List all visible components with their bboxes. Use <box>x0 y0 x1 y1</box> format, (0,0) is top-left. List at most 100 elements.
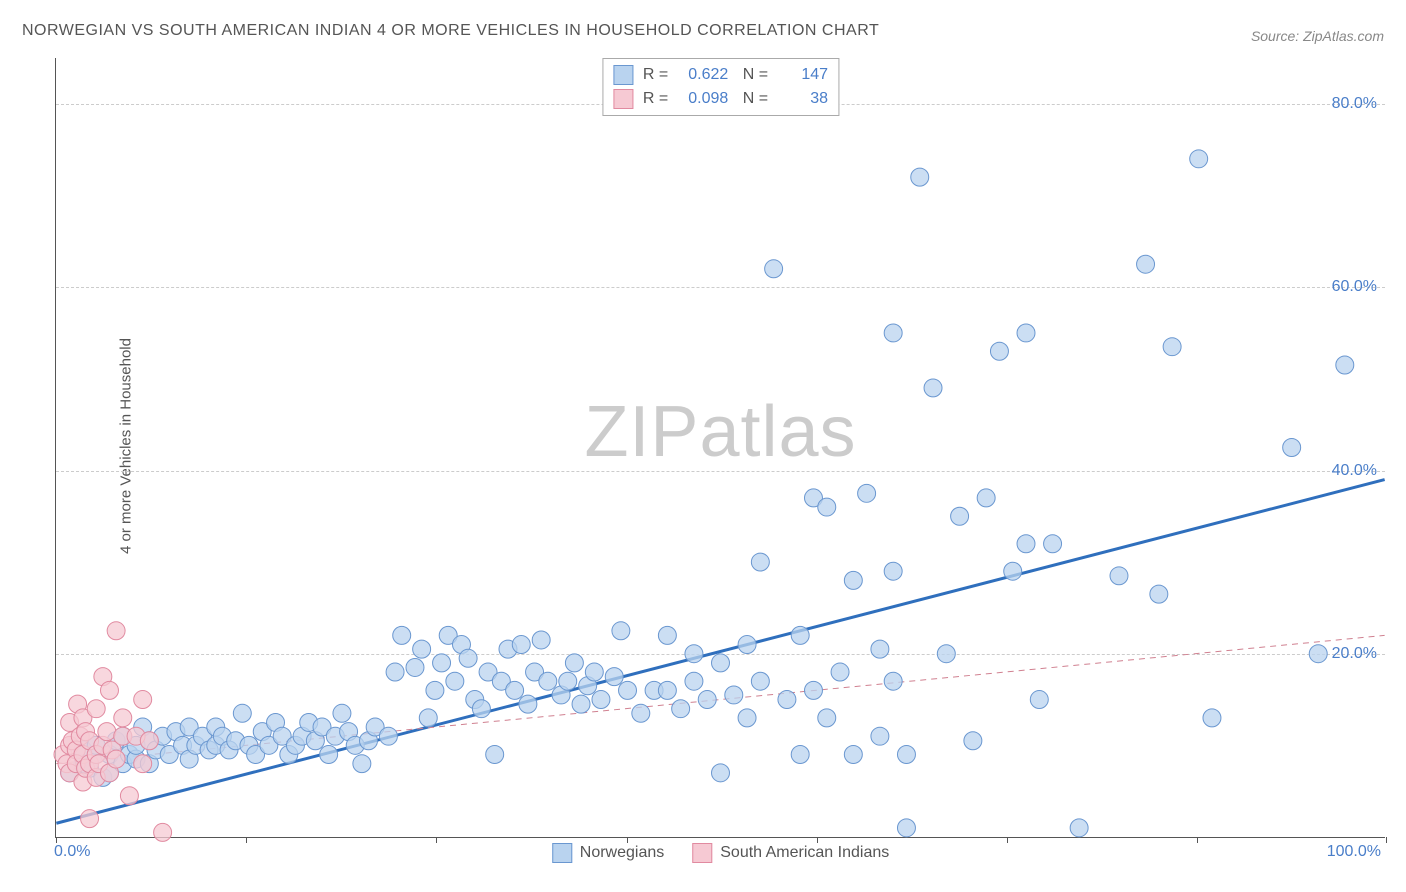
data-point <box>512 636 530 654</box>
data-point <box>924 379 942 397</box>
data-point <box>154 823 172 841</box>
data-point <box>897 746 915 764</box>
data-point <box>632 704 650 722</box>
data-point <box>433 654 451 672</box>
data-point <box>413 640 431 658</box>
x-tick-mark <box>817 837 818 843</box>
data-point <box>738 636 756 654</box>
data-point <box>1017 535 1035 553</box>
data-point <box>1203 709 1221 727</box>
data-point <box>990 342 1008 360</box>
data-point <box>506 681 524 699</box>
data-point <box>844 571 862 589</box>
r-value-sai: 0.098 <box>678 90 728 108</box>
data-point <box>1030 691 1048 709</box>
data-point <box>871 727 889 745</box>
data-point <box>134 691 152 709</box>
x-tick-label: 100.0% <box>1327 843 1381 861</box>
swatch-sai-btm <box>692 843 712 863</box>
source-attribution: Source: ZipAtlas.com <box>1251 28 1384 44</box>
data-point <box>951 507 969 525</box>
data-point <box>791 626 809 644</box>
data-point <box>565 654 583 672</box>
scatter-svg <box>56 58 1385 837</box>
data-point <box>107 750 125 768</box>
x-tick-label: 0.0% <box>54 843 90 861</box>
data-point <box>1044 535 1062 553</box>
x-tick-mark <box>1007 837 1008 843</box>
n-label: N = <box>738 66 768 84</box>
data-point <box>778 691 796 709</box>
n-value-sai: 38 <box>778 90 828 108</box>
data-point <box>765 260 783 278</box>
data-point <box>685 645 703 663</box>
data-point <box>685 672 703 690</box>
data-point <box>592 691 610 709</box>
data-point <box>120 787 138 805</box>
data-point <box>897 819 915 837</box>
data-point <box>804 681 822 699</box>
data-point <box>884 324 902 342</box>
data-point <box>1070 819 1088 837</box>
swatch-norwegians <box>613 65 633 85</box>
data-point <box>871 640 889 658</box>
data-point <box>134 755 152 773</box>
data-point <box>1283 439 1301 457</box>
chart-title: NORWEGIAN VS SOUTH AMERICAN INDIAN 4 OR … <box>22 22 879 40</box>
data-point <box>386 663 404 681</box>
legend-row-norwegians: R = 0.622 N = 147 <box>613 63 828 87</box>
data-point <box>519 695 537 713</box>
x-tick-mark <box>1386 837 1387 843</box>
y-tick-label: 20.0% <box>1332 645 1377 663</box>
data-point <box>446 672 464 690</box>
data-point <box>818 498 836 516</box>
data-point <box>1004 562 1022 580</box>
data-point <box>658 681 676 699</box>
data-point <box>333 704 351 722</box>
data-point <box>81 810 99 828</box>
data-point <box>532 631 550 649</box>
data-point <box>619 681 637 699</box>
data-point <box>1190 150 1208 168</box>
data-point <box>712 764 730 782</box>
data-point <box>107 622 125 640</box>
data-point <box>658 626 676 644</box>
legend-item-sai: South American Indians <box>692 843 889 863</box>
data-point <box>140 732 158 750</box>
legend-label-norwegians: Norwegians <box>580 844 664 862</box>
y-tick-label: 60.0% <box>1332 278 1377 296</box>
data-point <box>87 700 105 718</box>
data-point <box>977 489 995 507</box>
legend-label-sai: South American Indians <box>720 844 889 862</box>
n-value-norwegians: 147 <box>778 66 828 84</box>
data-point <box>791 746 809 764</box>
data-point <box>605 668 623 686</box>
data-point <box>1137 255 1155 273</box>
x-tick-mark <box>436 837 437 843</box>
data-point <box>393 626 411 644</box>
data-point <box>818 709 836 727</box>
data-point <box>831 663 849 681</box>
data-point <box>1150 585 1168 603</box>
data-point <box>1309 645 1327 663</box>
swatch-sai <box>613 89 633 109</box>
data-point <box>751 553 769 571</box>
data-point <box>911 168 929 186</box>
data-point <box>858 484 876 502</box>
legend-row-sai: R = 0.098 N = 38 <box>613 87 828 111</box>
y-tick-label: 80.0% <box>1332 95 1377 113</box>
data-point <box>572 695 590 713</box>
data-point <box>612 622 630 640</box>
data-point <box>472 700 490 718</box>
data-point <box>233 704 251 722</box>
r-value-norwegians: 0.622 <box>678 66 728 84</box>
legend-item-norwegians: Norwegians <box>552 843 664 863</box>
x-tick-mark <box>246 837 247 843</box>
swatch-norwegians-btm <box>552 843 572 863</box>
data-point <box>459 649 477 667</box>
data-point <box>379 727 397 745</box>
data-point <box>320 746 338 764</box>
data-point <box>725 686 743 704</box>
r-label: R = <box>643 66 668 84</box>
data-point <box>884 672 902 690</box>
